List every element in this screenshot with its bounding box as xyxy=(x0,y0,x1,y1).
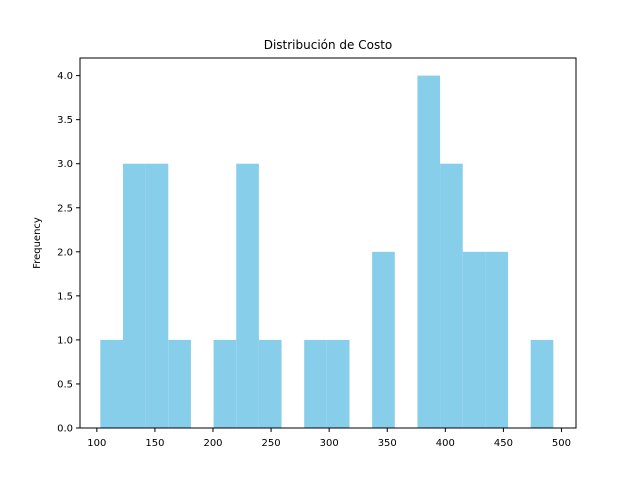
histogram-bar-10 xyxy=(326,339,350,428)
y-tick-label: 3.5 xyxy=(57,115,73,126)
histogram-bar-1 xyxy=(122,163,146,428)
histogram-bar-5 xyxy=(213,339,237,428)
histogram-bar-0 xyxy=(100,339,123,428)
x-tick-label: 100 xyxy=(87,438,106,449)
x-tick-label: 250 xyxy=(262,438,281,449)
x-axis-ticks: 100 150 200 250 300 350 400 450 500 xyxy=(87,428,571,449)
y-tick-label: 2.0 xyxy=(57,247,73,258)
histogram-bar-3 xyxy=(168,339,191,428)
histogram-bar-9 xyxy=(304,339,327,428)
histogram-bar-6 xyxy=(236,163,259,428)
y-tick-label: 0.5 xyxy=(57,379,73,390)
histogram-bar-14 xyxy=(417,75,441,429)
y-tick-label: 4.0 xyxy=(57,71,73,82)
histogram-bar-2 xyxy=(145,163,169,428)
x-tick-label: 350 xyxy=(378,438,397,449)
bars-group xyxy=(100,75,554,429)
x-tick-label: 150 xyxy=(145,438,164,449)
x-tick-label: 400 xyxy=(436,438,455,449)
histogram-bar-19 xyxy=(530,339,554,428)
histogram-bar-16 xyxy=(462,251,486,428)
y-tick-label: 3.0 xyxy=(57,159,73,170)
x-tick-label: 300 xyxy=(320,438,339,449)
x-tick-label: 200 xyxy=(203,438,222,449)
y-axis-label: Frequency xyxy=(32,217,43,269)
y-tick-label: 2.5 xyxy=(57,203,73,214)
histogram-bar-7 xyxy=(258,339,282,428)
histogram-bar-17 xyxy=(485,251,509,428)
plot-area-frame xyxy=(79,57,577,429)
y-axis-ticks: 0.0 0.5 1.0 1.5 2.0 2.5 3.0 3.5 4.0 xyxy=(57,71,80,435)
chart-title: Distribución de Costo xyxy=(264,38,393,52)
histogram-bar-12 xyxy=(372,251,395,428)
x-tick-label: 450 xyxy=(494,438,513,449)
y-tick-label: 0.0 xyxy=(57,424,73,435)
x-tick-label: 500 xyxy=(552,438,571,449)
y-tick-label: 1.5 xyxy=(57,291,73,302)
y-tick-label: 1.0 xyxy=(57,335,73,346)
histogram-bar-15 xyxy=(440,163,463,428)
